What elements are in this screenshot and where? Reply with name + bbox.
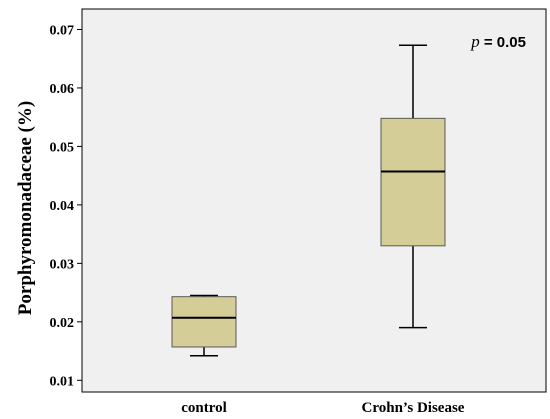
box-control (171, 294, 237, 357)
iqr-box (171, 296, 237, 348)
y-tick-label: 0.04 (50, 199, 75, 214)
y-tick-label: 0.03 (50, 257, 75, 272)
p-value-annotation: p = 0.05 (470, 32, 526, 51)
y-axis: 0.01 0.02 0.03 0.04 0.05 0.06 0.07 (50, 23, 82, 389)
boxes-group (171, 44, 446, 357)
y-tick-label: 0.01 (50, 374, 75, 389)
y-axis-title: Porphyromonadaceae (%) (15, 101, 36, 315)
y-tick-label: 0.06 (50, 82, 75, 97)
p-value-symbol: p (470, 32, 480, 51)
x-category-label: control (181, 400, 227, 416)
p-value-text: = 0.05 (480, 34, 526, 51)
x-axis-labels: control Crohn’s Disease (181, 400, 465, 416)
iqr-box (380, 117, 446, 247)
y-tick-label: 0.05 (50, 140, 75, 155)
plot-area (81, 8, 547, 393)
y-tick-label: 0.02 (50, 316, 75, 331)
x-category-label: Crohn’s Disease (362, 400, 465, 416)
box-crohns-disease (380, 44, 446, 329)
y-tick-label: 0.07 (50, 23, 75, 38)
